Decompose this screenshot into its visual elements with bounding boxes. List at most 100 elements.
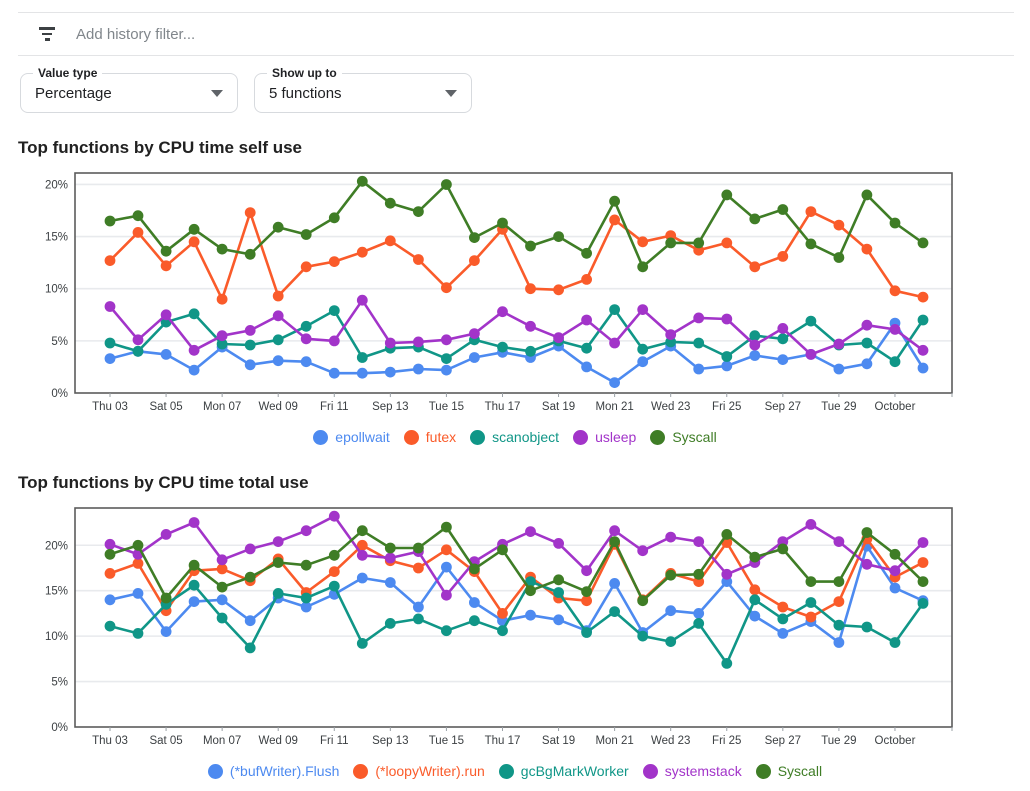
data-point[interactable] <box>553 284 564 296</box>
data-point[interactable] <box>300 261 312 273</box>
data-point[interactable] <box>384 337 396 349</box>
data-point[interactable] <box>609 525 620 537</box>
data-point[interactable] <box>581 342 592 354</box>
data-point[interactable] <box>693 312 705 324</box>
data-point[interactable] <box>244 571 256 583</box>
data-point[interactable] <box>609 578 620 589</box>
data-point[interactable] <box>384 235 396 247</box>
data-point[interactable] <box>328 580 340 592</box>
data-point[interactable] <box>188 308 200 320</box>
data-point[interactable] <box>553 574 564 586</box>
data-point[interactable] <box>328 212 340 224</box>
data-point[interactable] <box>525 609 536 621</box>
data-point[interactable] <box>637 236 649 248</box>
data-point[interactable] <box>469 232 480 243</box>
data-point[interactable] <box>581 565 592 577</box>
data-point[interactable] <box>384 366 396 378</box>
data-point[interactable] <box>356 294 368 306</box>
data-point[interactable] <box>356 246 368 258</box>
data-point[interactable] <box>160 349 172 360</box>
data-point[interactable] <box>917 557 929 568</box>
data-point[interactable] <box>216 554 228 566</box>
data-point[interactable] <box>132 227 144 238</box>
data-point[interactable] <box>777 354 789 365</box>
data-point[interactable] <box>889 285 901 297</box>
cpu-self-use-chart[interactable]: 0% 5% 10% 15% 20% Thu 03 Sat 05 Mon 07 Wed 09 Fri… <box>0 166 1030 426</box>
data-point[interactable] <box>777 323 789 334</box>
data-point[interactable] <box>160 260 172 272</box>
data-point[interactable] <box>581 627 592 638</box>
data-point[interactable] <box>861 189 873 201</box>
cpu-total-use-chart[interactable]: 0% 5% 10% 15% 20% Thu 03 Sat 05 Mon 07 Wed 09 Fri… <box>0 501 1030 760</box>
data-point[interactable] <box>861 621 873 633</box>
data-point[interactable] <box>272 355 284 367</box>
data-point[interactable] <box>356 638 368 649</box>
data-point[interactable] <box>104 255 116 266</box>
data-point[interactable] <box>693 363 705 375</box>
data-point[interactable] <box>384 552 396 564</box>
data-point[interactable] <box>328 335 340 347</box>
data-point[interactable] <box>553 332 564 344</box>
data-point[interactable] <box>833 596 845 607</box>
history-filter-input[interactable] <box>76 25 776 43</box>
data-point[interactable] <box>665 636 677 647</box>
data-point[interactable] <box>188 236 200 248</box>
data-point[interactable] <box>805 206 817 217</box>
data-point[interactable] <box>777 204 789 215</box>
data-point[interactable] <box>188 559 200 571</box>
data-point[interactable] <box>244 359 256 371</box>
data-point[interactable] <box>777 601 789 613</box>
data-point[interactable] <box>441 179 452 190</box>
data-point[interactable] <box>328 367 340 379</box>
data-point[interactable] <box>413 254 424 265</box>
data-point[interactable] <box>216 563 228 575</box>
data-point[interactable] <box>244 325 256 336</box>
data-point[interactable] <box>749 551 761 563</box>
data-point[interactable] <box>889 356 901 368</box>
filter-list-icon[interactable] <box>38 27 56 41</box>
data-point[interactable] <box>132 345 144 357</box>
data-point[interactable] <box>777 251 789 262</box>
data-point[interactable] <box>413 601 424 613</box>
data-point[interactable] <box>244 207 256 218</box>
data-point[interactable] <box>132 210 144 222</box>
data-point[interactable] <box>132 334 144 346</box>
data-point[interactable] <box>300 559 312 571</box>
data-point[interactable] <box>132 588 144 599</box>
data-point[interactable] <box>749 350 761 361</box>
data-point[interactable] <box>721 658 733 669</box>
data-point[interactable] <box>244 248 256 260</box>
data-point[interactable] <box>356 525 368 537</box>
data-point[interactable] <box>300 356 312 368</box>
data-point[interactable] <box>104 620 116 632</box>
data-point[interactable] <box>749 610 761 622</box>
data-point[interactable] <box>581 247 592 259</box>
data-point[interactable] <box>917 237 929 249</box>
data-point[interactable] <box>525 320 536 332</box>
data-point[interactable] <box>469 328 480 339</box>
data-point[interactable] <box>356 572 368 584</box>
data-point[interactable] <box>188 364 200 376</box>
data-point[interactable] <box>469 352 480 363</box>
show-up-to-select[interactable]: Show up to 5 functions <box>254 65 472 113</box>
line-chart-svg[interactable]: 0% 5% 10% 15% 20% Thu 03 Sat 05 Mon 07 Wed 09 Fri… <box>0 501 1030 755</box>
data-point[interactable] <box>413 363 424 375</box>
data-point[interactable] <box>581 586 592 597</box>
data-point[interactable] <box>833 637 845 648</box>
data-point[interactable] <box>384 577 396 588</box>
data-point[interactable] <box>300 601 312 613</box>
data-point[interactable] <box>413 542 424 554</box>
data-point[interactable] <box>861 243 873 255</box>
data-point[interactable] <box>721 568 733 580</box>
data-point[interactable] <box>749 330 761 342</box>
line-chart-svg[interactable]: 0% 5% 10% 15% 20% Thu 03 Sat 05 Mon 07 Wed 09 Fri… <box>0 166 1030 421</box>
data-point[interactable] <box>805 519 817 530</box>
data-point[interactable] <box>441 561 452 573</box>
data-point[interactable] <box>356 367 368 379</box>
data-point[interactable] <box>272 334 284 346</box>
data-point[interactable] <box>637 343 649 355</box>
data-point[interactable] <box>749 594 761 606</box>
data-point[interactable] <box>188 517 200 528</box>
data-point[interactable] <box>581 314 592 326</box>
data-point[interactable] <box>861 319 873 331</box>
